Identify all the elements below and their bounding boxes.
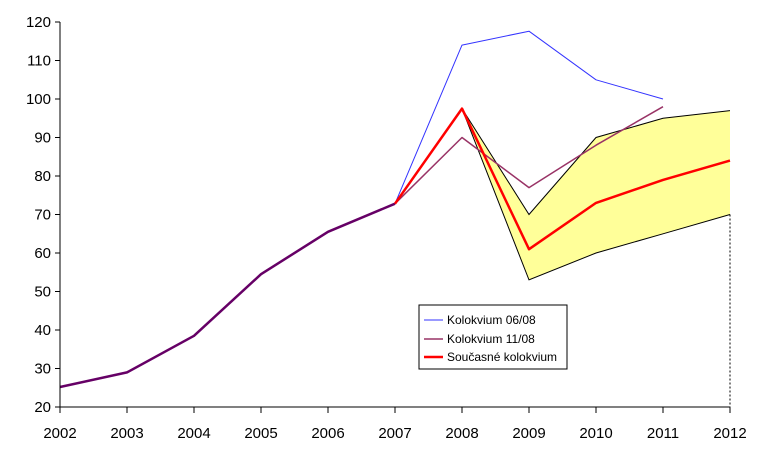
y-tick-label-50: 50 — [34, 284, 51, 301]
x-tick-label-2010: 2010 — [579, 425, 612, 442]
x-ticks: 2002 2003 2004 2005 2006 2007 2008 2009 2010 2011… — [43, 407, 747, 442]
y-tick-label-40: 40 — [34, 322, 51, 339]
legend-box — [418, 304, 568, 370]
y-tick-label-80: 80 — [34, 168, 51, 185]
forecast-band-area — [462, 108, 730, 280]
y-tick-label-110: 110 — [27, 53, 51, 70]
x-tick-label-2012: 2012 — [713, 425, 746, 442]
y-tick-label-20: 20 — [34, 399, 51, 416]
x-tick-label-2002: 2002 — [43, 425, 76, 442]
legend-label-soucasne-kolokvium: Současné kolokvium — [447, 350, 557, 364]
x-tick-label-2008: 2008 — [445, 425, 478, 442]
y-tick-label-70: 70 — [34, 207, 51, 224]
series-layer — [59, 30, 731, 389]
series-line-kolokvium-06-08 — [394, 30, 664, 204]
y-ticks: 20 30 40 50 60 70 80 90 100 110 120 — [26, 14, 60, 416]
x-tick-label-2007: 2007 — [378, 425, 411, 442]
legend-item-soucasne-kolokvium: Současné kolokvium — [424, 350, 557, 364]
y-tick-label-120: 120 — [26, 14, 51, 31]
legend-label-kolokvium-06-08: Kolokvium 06/08 — [447, 313, 536, 327]
y-tick-label-90: 90 — [34, 130, 51, 147]
x-tick-label-2003: 2003 — [110, 425, 143, 442]
series-line-history — [59, 202, 396, 389]
y-tick-label-60: 60 — [34, 245, 51, 262]
x-tick-label-2005: 2005 — [244, 425, 277, 442]
legend-item-kolokvium-11-08: Kolokvium 11/08 — [424, 332, 535, 346]
series-line-kolokvium-11-08 — [394, 106, 664, 205]
legend-item-kolokvium-06-08: Kolokvium 06/08 — [424, 313, 536, 327]
x-tick-label-2011: 2011 — [647, 425, 679, 442]
x-tick-label-2009: 2009 — [512, 425, 545, 442]
forecast-band-upper-edge — [461, 108, 731, 216]
forecast-band-lower-edge — [461, 108, 731, 281]
legend-label-kolokvium-11-08: Kolokvium 11/08 — [447, 332, 535, 346]
y-tick-label-30: 30 — [34, 361, 51, 378]
band-layer — [461, 108, 731, 281]
y-tick-label-100: 100 — [26, 91, 51, 108]
x-tick-label-2004: 2004 — [177, 425, 210, 442]
legend: Kolokvium 06/08 Kolokvium 11/08 Současné… — [418, 304, 568, 370]
series-line-soucasne-kolokvium — [393, 107, 731, 251]
x-tick-label-2006: 2006 — [311, 425, 344, 442]
